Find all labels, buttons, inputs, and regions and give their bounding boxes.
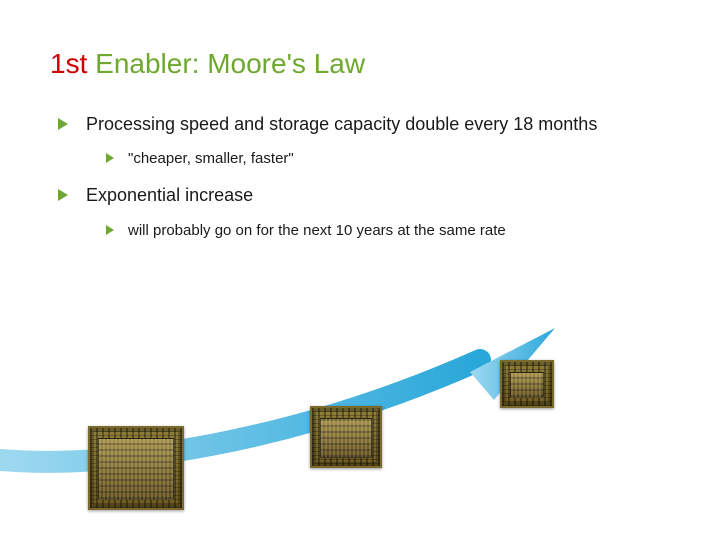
bullet-sublist: will probably go on for the next 10 year… — [86, 220, 670, 241]
slide: 1st Enabler: Moore's Law Processing spee… — [0, 0, 720, 540]
sub-bullet-item: "cheaper, smaller, faster" — [106, 148, 670, 169]
bullet-item: Exponential increase will probably go on… — [58, 183, 670, 240]
bullet-text: Exponential increase — [86, 185, 253, 205]
bullet-text: Processing speed and storage capacity do… — [86, 114, 597, 134]
arrow-graphic — [0, 320, 560, 480]
arrow-shaft — [0, 360, 480, 462]
chip-large — [88, 426, 184, 510]
title-accent: 1st — [50, 48, 87, 79]
sub-bullet-text: will probably go on for the next 10 year… — [128, 222, 506, 239]
chip-medium — [310, 406, 382, 468]
bullet-sublist: "cheaper, smaller, faster" — [86, 148, 670, 169]
bullet-list: Processing speed and storage capacity do… — [50, 112, 670, 241]
slide-title: 1st Enabler: Moore's Law — [50, 48, 670, 80]
sub-bullet-item: will probably go on for the next 10 year… — [106, 220, 670, 241]
bullet-item: Processing speed and storage capacity do… — [58, 112, 670, 169]
sub-bullet-text: "cheaper, smaller, faster" — [128, 150, 294, 167]
arrow-svg — [0, 320, 560, 480]
chip-small — [500, 360, 554, 408]
title-rest: Enabler: Moore's Law — [87, 48, 365, 79]
